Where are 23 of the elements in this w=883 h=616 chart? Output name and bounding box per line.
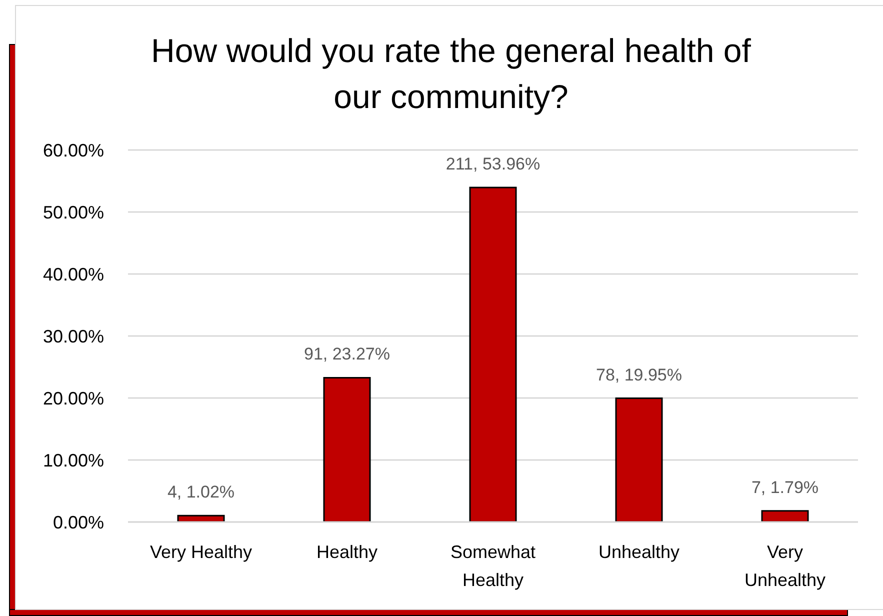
x-tick-label: Very Healthy xyxy=(150,542,252,562)
y-tick-label: 10.00% xyxy=(42,450,104,470)
x-tick-label: Very Unhealthy xyxy=(744,542,826,590)
bar xyxy=(615,398,663,522)
y-tick-label: 60.00% xyxy=(42,140,104,160)
x-tick-label: Unhealthy xyxy=(598,542,680,562)
bar xyxy=(469,186,517,522)
chart-title: How would you rate the general health of our community? xyxy=(150,31,752,117)
y-tick-label: 40.00% xyxy=(42,264,104,284)
bar xyxy=(177,514,225,522)
y-tick-label: 0.00% xyxy=(52,512,104,532)
data-label: 91, 23.27% xyxy=(304,344,390,364)
bar xyxy=(323,376,371,522)
x-tick-label: Healthy xyxy=(316,542,378,562)
y-tick-label: 20.00% xyxy=(42,388,104,408)
data-label: 211, 53.96% xyxy=(446,154,540,174)
y-tick-label: 50.00% xyxy=(42,202,104,222)
y-tick-label: 30.00% xyxy=(42,326,104,346)
data-label: 78, 19.95% xyxy=(596,365,682,384)
bar xyxy=(761,510,809,522)
data-label: 7, 1.79% xyxy=(751,478,819,497)
x-tick-label: Somewhat Healthy xyxy=(450,542,536,590)
data-label: 4, 1.02% xyxy=(167,482,235,502)
